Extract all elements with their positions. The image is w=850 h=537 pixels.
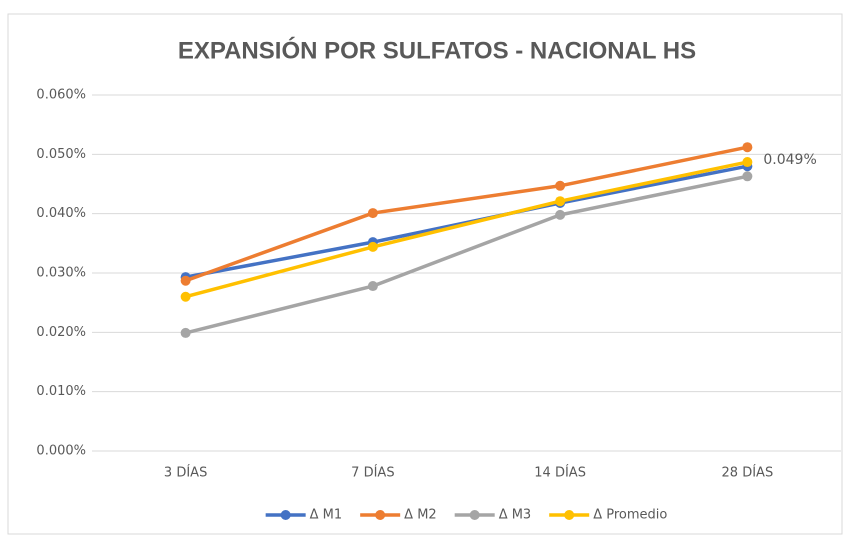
data-point [367, 241, 378, 252]
y-tick-label: 0.050% [36, 147, 86, 162]
y-tick-label: 0.030% [36, 266, 86, 281]
y-tick-label: 0.000% [36, 444, 86, 459]
y-tick-label: 0.040% [36, 206, 86, 221]
legend-marker [469, 510, 480, 520]
data-point [742, 171, 753, 182]
data-point [742, 142, 753, 153]
x-tick-label: 28 DÍAS [722, 465, 774, 481]
x-tick-label: 14 DÍAS [534, 465, 586, 481]
data-point [180, 291, 191, 302]
legend-label: Δ Promedio [593, 508, 667, 523]
data-point [367, 208, 378, 219]
data-point [180, 327, 191, 338]
legend-marker [375, 510, 386, 520]
series-line [185, 174, 748, 335]
legend-marker [564, 510, 575, 520]
legend-label: Δ M1 [310, 508, 343, 523]
legend-marker [280, 510, 291, 520]
data-point [555, 196, 566, 207]
y-tick-label: 0.010% [36, 384, 86, 399]
x-tick-label: 7 DÍAS [351, 465, 394, 481]
x-tick-label: 3 DÍAS [164, 465, 207, 481]
data-point [367, 281, 378, 292]
data-label: 0.049% [763, 152, 816, 168]
y-tick-label: 0.020% [36, 325, 86, 340]
chart-frame [7, 13, 843, 535]
series-line [185, 160, 748, 299]
legend-label: Δ M2 [404, 508, 437, 523]
series-line [185, 145, 748, 283]
data-point [555, 180, 566, 191]
y-tick-label: 0.060% [36, 88, 86, 103]
data-point [555, 209, 566, 220]
data-point [742, 157, 753, 168]
data-point [180, 275, 191, 286]
chart-title: EXPANSIÓN POR SULFATOS - NACIONAL HS [178, 36, 696, 64]
legend-label: Δ M3 [499, 508, 532, 523]
